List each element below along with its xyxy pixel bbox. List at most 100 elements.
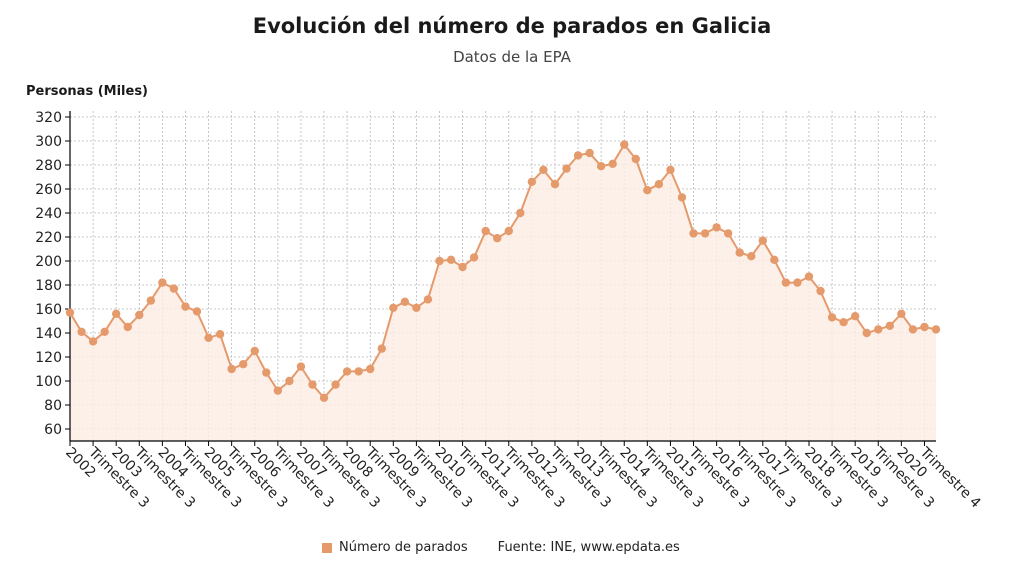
- data-point: [389, 303, 398, 312]
- data-point: [262, 368, 271, 377]
- data-point: [573, 151, 583, 160]
- y-tick-label: 240: [35, 206, 62, 222]
- data-point: [204, 333, 213, 342]
- data-point: [435, 256, 444, 266]
- data-point: [504, 226, 513, 236]
- data-point: [366, 364, 375, 374]
- data-point: [239, 360, 248, 369]
- data-point: [758, 236, 767, 245]
- data-point: [135, 310, 144, 320]
- data-point: [123, 322, 132, 332]
- y-tick-label: 280: [35, 158, 62, 174]
- data-point: [804, 272, 814, 281]
- data-point: [111, 309, 121, 318]
- area-fill: [70, 144, 936, 441]
- data-point: [562, 164, 571, 173]
- y-tick-label: 200: [35, 254, 62, 270]
- data-point: [296, 362, 306, 371]
- data-point: [770, 255, 779, 264]
- data-point: [827, 313, 837, 322]
- data-point: [285, 376, 294, 386]
- data-point: [516, 208, 525, 218]
- data-point: [897, 309, 906, 318]
- data-point: [342, 367, 352, 376]
- data-point: [88, 337, 98, 346]
- data-point: [539, 165, 548, 174]
- chart-title: Evolución del número de parados en Galic…: [252, 14, 772, 38]
- data-point: [423, 295, 433, 304]
- data-point: [700, 229, 710, 238]
- data-point: [527, 177, 537, 186]
- data-point: [215, 330, 225, 339]
- data-point: [227, 364, 236, 374]
- data-point: [781, 278, 791, 287]
- y-tick-label: 220: [35, 230, 62, 246]
- data-point: [65, 308, 75, 317]
- data-point: [377, 344, 386, 353]
- data-point: [723, 229, 733, 238]
- data-point: [146, 296, 156, 305]
- data-point: [100, 327, 109, 336]
- y-tick-label: 300: [35, 134, 62, 150]
- data-point: [308, 380, 317, 389]
- data-point: [493, 234, 502, 243]
- data-point: [712, 223, 721, 232]
- data-point: [931, 325, 941, 334]
- data-point: [666, 165, 675, 174]
- legend-swatch: [322, 542, 332, 553]
- legend: Número de parados Fuente: INE, www.epdat…: [322, 540, 680, 555]
- data-point: [908, 325, 918, 334]
- y-tick-label: 100: [35, 374, 62, 390]
- data-point: [631, 154, 640, 164]
- data-point: [920, 322, 929, 332]
- data-point: [735, 248, 744, 257]
- axes: Personas (Miles): [26, 84, 936, 442]
- data-point: [596, 162, 606, 171]
- data-point: [677, 193, 687, 202]
- chart-subtitle: Datos de la EPA: [453, 48, 571, 66]
- y-tick-label: 160: [35, 302, 62, 318]
- data-point: [839, 318, 848, 327]
- data-point: [550, 180, 560, 189]
- y-tick-label: 60: [44, 422, 62, 438]
- data-point: [400, 297, 410, 306]
- data-point: [158, 278, 167, 287]
- data-point: [192, 307, 202, 316]
- data-point: [469, 253, 479, 262]
- series-line: [69, 142, 937, 400]
- data-point: [643, 186, 652, 195]
- data-point: [874, 325, 883, 334]
- data-point: [689, 229, 698, 238]
- legend-label: Número de parados: [339, 540, 468, 555]
- data-point: [331, 380, 340, 389]
- data-point: [458, 262, 467, 272]
- data-point: [446, 255, 456, 264]
- data-point: [169, 284, 179, 293]
- data-points: [65, 140, 941, 402]
- y-axis-label: Personas (Miles): [26, 84, 148, 99]
- data-point: [608, 159, 617, 168]
- data-point: [77, 327, 86, 336]
- y-tick-label: 120: [35, 350, 62, 366]
- data-point: [354, 367, 363, 376]
- data-point: [850, 312, 860, 321]
- data-point: [319, 393, 329, 402]
- data-point: [747, 252, 756, 261]
- data-point: [885, 321, 895, 330]
- data-point: [816, 286, 825, 296]
- data-point: [585, 148, 594, 158]
- data-point: [273, 386, 283, 395]
- y-tick-label: 260: [35, 182, 62, 198]
- data-point: [250, 346, 259, 356]
- data-point: [654, 180, 664, 189]
- data-point: [481, 226, 490, 236]
- data-point: [862, 328, 871, 338]
- data-point: [793, 278, 802, 287]
- data-point: [620, 140, 629, 149]
- y-tick-label: 140: [35, 326, 62, 342]
- data-point: [412, 303, 421, 312]
- y-tick-label: 80: [44, 398, 62, 414]
- data-point: [181, 302, 190, 311]
